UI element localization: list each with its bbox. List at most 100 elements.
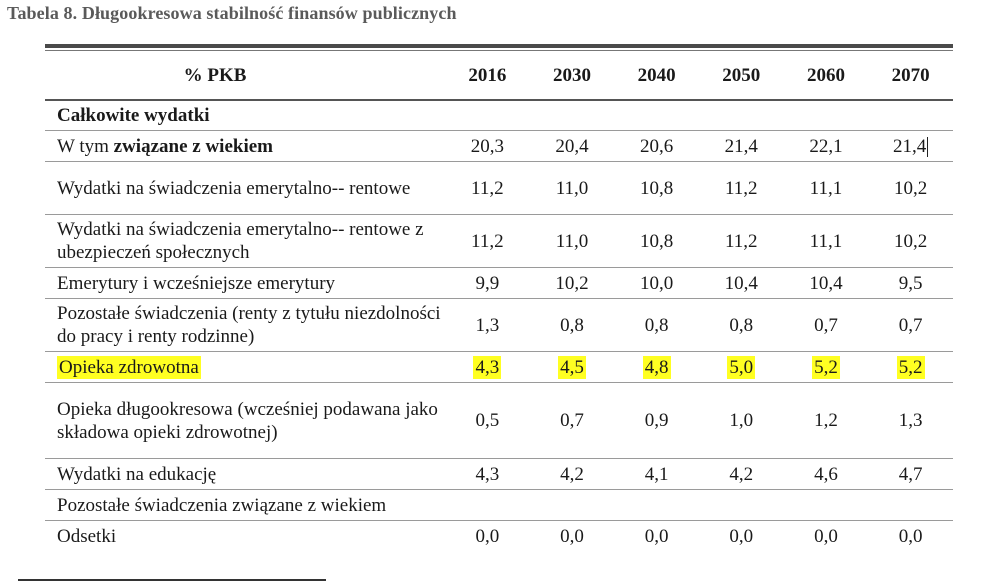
value-text: 10,2 xyxy=(894,177,928,199)
value-cell: 22,1 xyxy=(783,130,869,162)
value-text: 0,8 xyxy=(644,314,669,336)
value-text: 0,8 xyxy=(729,314,754,336)
value-cell: 20,4 xyxy=(529,130,615,162)
value-cell: 0,5 xyxy=(445,382,530,459)
value-cell: 1,2 xyxy=(783,382,869,459)
value-text: 4,3 xyxy=(475,463,500,485)
value-text: 0,7 xyxy=(898,314,923,336)
value-cell: 11,1 xyxy=(783,214,869,268)
value-cell: 9,5 xyxy=(868,267,953,299)
value-text: 5,2 xyxy=(812,355,840,379)
value-text: 0,0 xyxy=(814,525,838,547)
header-year: 2016 xyxy=(468,64,507,86)
footnote-rule xyxy=(18,579,326,581)
value-text: 22,1 xyxy=(809,135,843,157)
value-cell: 0,0 xyxy=(783,520,869,551)
value-text: 11,2 xyxy=(725,177,758,199)
value-cell xyxy=(783,489,869,521)
value-text: 1,3 xyxy=(475,314,500,336)
header-label: % PKB xyxy=(183,64,247,86)
value-text: 5,0 xyxy=(727,355,756,379)
value-cell: 9,9 xyxy=(445,267,530,299)
value-text: 4,5 xyxy=(558,355,586,379)
table-frame: % PKB 2016 2030 2040 2050 2060 2070 Całk… xyxy=(45,44,953,551)
section-row: Całkowite wydatki xyxy=(45,99,953,131)
value-cell: 11,0 xyxy=(529,161,615,215)
value-cell: 11,2 xyxy=(445,214,530,268)
value-cell: 5,2 xyxy=(783,351,869,383)
value-cell: 10,2 xyxy=(868,214,953,268)
value-text: 4,2 xyxy=(729,463,754,485)
value-cell: 5,0 xyxy=(698,351,784,383)
value-text: 11,2 xyxy=(471,177,504,199)
value-cell: 4,3 xyxy=(445,351,530,383)
value-text: 10,2 xyxy=(555,272,589,294)
row-label-bold: związane z wiekiem xyxy=(113,135,273,157)
value-text: 21,4 xyxy=(893,135,927,157)
value-text: 0,0 xyxy=(560,525,584,547)
fiscal-stability-table: % PKB 2016 2030 2040 2050 2060 2070 Całk… xyxy=(45,51,953,551)
top-rule-thin xyxy=(45,50,953,51)
top-rule xyxy=(45,44,953,48)
row-label-text: Wydatki na świadczenia emerytalno-- rent… xyxy=(57,177,411,199)
value-cell: 0,0 xyxy=(614,520,699,551)
value-cell: 11,2 xyxy=(698,214,784,268)
table-row: Pozostałe świadczenia (renty z tytułu ni… xyxy=(45,298,953,352)
value-text: 0,9 xyxy=(644,410,669,431)
table-row: W tym związane z wiekiem 20,3 20,4 20,6 21,4… xyxy=(45,130,953,162)
value-text: 20,3 xyxy=(470,135,504,157)
value-cell: 4,7 xyxy=(868,458,953,490)
value-text: 1,2 xyxy=(814,410,838,431)
value-cell: 10,8 xyxy=(614,214,699,268)
header-row: % PKB 2016 2030 2040 2050 2060 2070 xyxy=(45,51,953,100)
header-year: 2060 xyxy=(806,64,845,86)
value-cell: 0,7 xyxy=(868,298,953,352)
table-row: Pozostałe świadczenia związane z wiekiem xyxy=(45,489,953,521)
value-cell: 10,2 xyxy=(868,161,953,215)
value-text: 10,4 xyxy=(724,272,758,294)
value-text: 0,0 xyxy=(898,525,923,547)
value-cell: 1,0 xyxy=(698,382,784,459)
value-cell: 0,0 xyxy=(698,520,784,551)
value-text: 10,8 xyxy=(640,177,674,199)
value-text: 20,6 xyxy=(640,135,674,157)
value-cell: 11,2 xyxy=(445,161,530,215)
value-text: 1,0 xyxy=(729,410,754,431)
value-text: 4,6 xyxy=(814,463,838,485)
value-cell: 10,8 xyxy=(614,161,699,215)
value-text: 11,2 xyxy=(725,230,758,252)
value-cell: 4,6 xyxy=(783,458,869,490)
value-cell: 10,4 xyxy=(783,267,869,299)
value-cell: 20,3 xyxy=(445,130,530,162)
value-cell: 0,0 xyxy=(529,520,615,551)
value-text: 21,4 xyxy=(724,135,758,157)
value-text: 4,8 xyxy=(642,355,671,379)
value-text: 10,8 xyxy=(640,230,674,252)
value-cell: 21,4 xyxy=(698,130,784,162)
value-cell: 20,6 xyxy=(614,130,699,162)
value-text: 4,1 xyxy=(644,463,669,485)
value-cell: 0,7 xyxy=(783,298,869,352)
row-label-text: Pozostałe świadczenia (renty z tytułu ni… xyxy=(57,303,441,347)
value-text: 11,0 xyxy=(555,177,589,199)
header-year: 2030 xyxy=(552,64,591,86)
value-text: 5,2 xyxy=(896,355,925,379)
row-label: Wydatki na świadczenia emerytalno-- rent… xyxy=(45,214,445,268)
text-cursor xyxy=(927,137,929,158)
row-label-text: Emerytury i wcześniejsze emerytury xyxy=(57,272,336,294)
section-title: Całkowite wydatki xyxy=(45,99,953,131)
value-cell: 11,2 xyxy=(698,161,784,215)
value-cell: 0,8 xyxy=(529,298,615,352)
value-cell: 4,5 xyxy=(529,351,615,383)
value-text: 20,4 xyxy=(555,135,589,157)
value-cell: 10,4 xyxy=(698,267,784,299)
value-cell: 1,3 xyxy=(445,298,530,352)
value-cell: 5,2 xyxy=(868,351,953,383)
row-label: Opieka długookresowa (wcześniej podawana… xyxy=(45,382,445,459)
table-row: Wydatki na edukację 4,3 4,2 4,1 4,2 4,6 4,7 xyxy=(45,458,953,490)
table-row: Opieka długookresowa (wcześniej podawana… xyxy=(45,382,953,459)
value-cell: 4,8 xyxy=(614,351,699,383)
row-label-text: Odsetki xyxy=(57,525,117,547)
value-cell xyxy=(445,489,530,521)
header-year: 2040 xyxy=(637,64,676,86)
